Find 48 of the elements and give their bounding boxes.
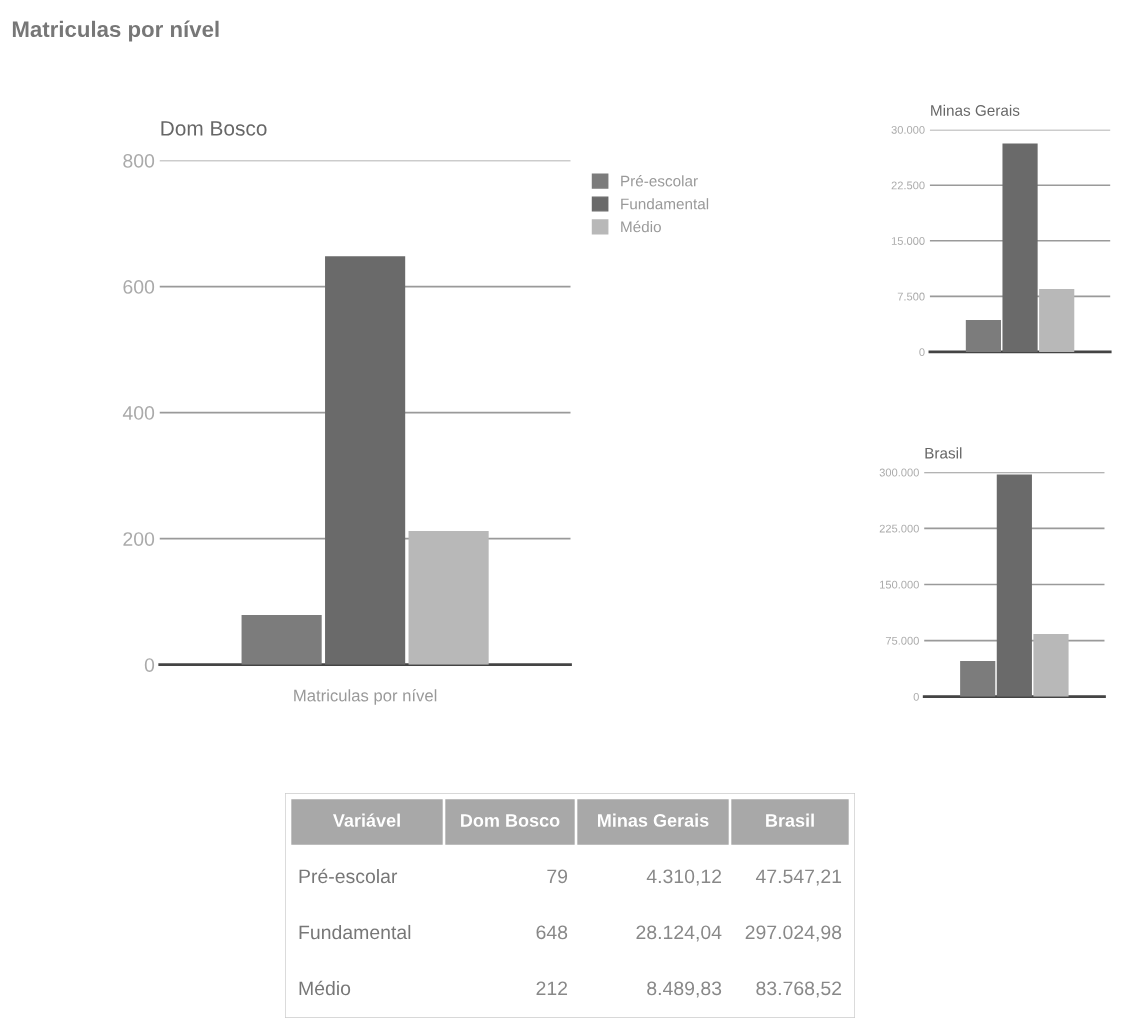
y-tick-label: 400: [122, 406, 155, 420]
y-tick-label: 30.000: [891, 125, 925, 134]
bar: [1039, 289, 1075, 352]
bar: [408, 531, 489, 665]
bar: [1033, 634, 1069, 697]
bar: [325, 256, 406, 665]
category-label: Dom Bosco: [461, 814, 560, 827]
text: Matriculas por nível: [12, 20, 219, 42]
text: 28.124,04: [636, 925, 722, 942]
y-tick-label: 0: [913, 692, 919, 701]
y-tick-label: 800: [123, 153, 155, 168]
y-tick-label: 75.000: [885, 636, 919, 645]
text: 297.024,98: [745, 925, 842, 942]
category-label: Médio: [299, 980, 351, 996]
y-tick-label: 0: [919, 348, 925, 357]
text: 83.768,52: [756, 981, 842, 998]
y-tick-label: 150.000: [880, 580, 919, 589]
chart-title: Minas Gerais: [931, 104, 1020, 116]
category-label: Pré-escolar: [299, 868, 398, 884]
bar: [960, 661, 996, 697]
y-tick-label: 22.500: [891, 181, 925, 190]
y-tick-label: 300.000: [879, 468, 919, 477]
y-tick-label: 0: [144, 658, 155, 672]
category-label: Minas Gerais: [598, 813, 709, 827]
category-label: Brasil: [766, 813, 814, 827]
legend-label: Médio: [621, 220, 661, 233]
category-label: Fundamental: [299, 924, 411, 940]
y-tick-label: 15.000: [891, 237, 925, 245]
bar: [1002, 143, 1038, 352]
bar: [241, 614, 322, 665]
chart-title: Brasil: [925, 447, 962, 459]
legend-label: Pré-escolar: [621, 175, 698, 187]
text: 8.489,83: [647, 981, 722, 998]
legend-label: Fundamental: [621, 198, 709, 210]
bar: [996, 474, 1032, 697]
y-tick-label: 600: [123, 280, 155, 294]
y-tick-label: 200: [123, 532, 155, 546]
y-tick-label: 7.500: [897, 292, 925, 301]
text: Variável: [332, 813, 400, 827]
chart-title: Dom Bosco: [161, 121, 267, 136]
text: 47.547,21: [755, 869, 842, 886]
text: 648: [536, 925, 568, 940]
y-tick-label: 225.000: [879, 524, 919, 533]
x-axis-title: Matriculas por nível: [294, 689, 437, 705]
bar: [965, 319, 1001, 352]
text: 79: [547, 869, 568, 884]
text: 4.310,12: [646, 869, 722, 886]
text: 212: [536, 981, 568, 996]
